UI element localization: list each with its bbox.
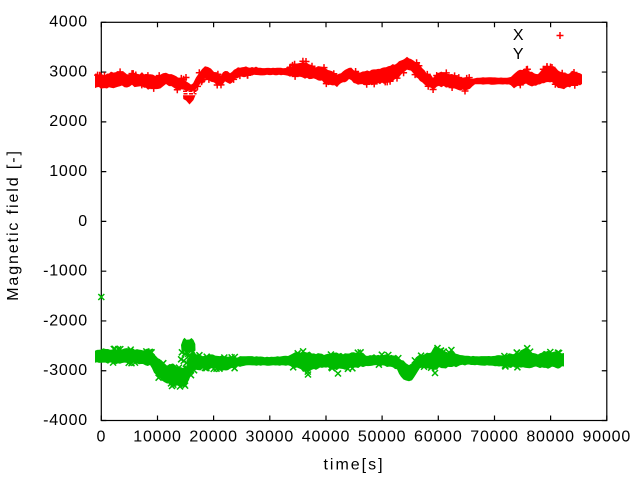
svg-text:-2000: -2000 xyxy=(43,312,88,329)
svg-text:30000: 30000 xyxy=(246,429,295,446)
svg-text:0: 0 xyxy=(96,429,106,446)
svg-text:Magnetic field [-]: Magnetic field [-] xyxy=(5,149,22,301)
svg-text:70000: 70000 xyxy=(470,429,519,446)
svg-text:-3000: -3000 xyxy=(43,362,88,379)
svg-text:4000: 4000 xyxy=(49,14,88,31)
svg-text:40000: 40000 xyxy=(302,429,351,446)
svg-text:90000: 90000 xyxy=(583,429,632,446)
svg-text:3000: 3000 xyxy=(49,64,88,81)
svg-text:Y: Y xyxy=(513,46,524,63)
svg-text:-1000: -1000 xyxy=(43,263,88,280)
svg-text:10000: 10000 xyxy=(133,429,182,446)
svg-text:50000: 50000 xyxy=(358,429,407,446)
svg-text:80000: 80000 xyxy=(526,429,575,446)
svg-text:time[s]: time[s] xyxy=(323,457,384,474)
svg-text:0: 0 xyxy=(78,213,88,230)
svg-text:20000: 20000 xyxy=(189,429,238,446)
svg-text:2000: 2000 xyxy=(49,113,88,130)
svg-text:-4000: -4000 xyxy=(43,412,88,429)
svg-text:X: X xyxy=(513,27,524,44)
svg-text:60000: 60000 xyxy=(414,429,463,446)
svg-text:1000: 1000 xyxy=(49,163,88,180)
